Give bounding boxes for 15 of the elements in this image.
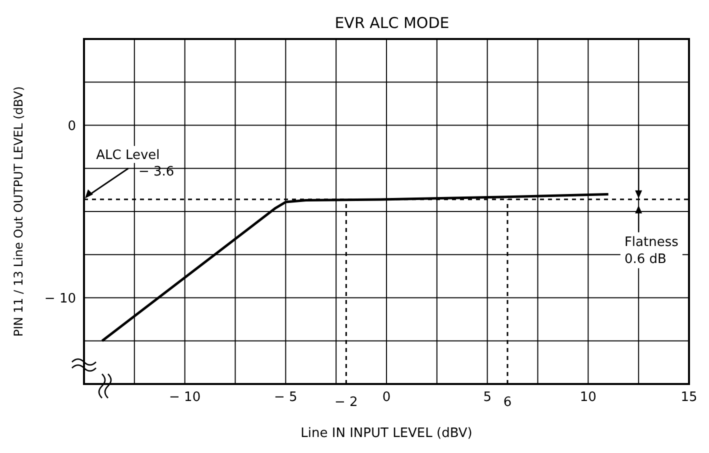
x-tick-label: 5 [483,390,492,406]
x-tick-label: 10 [580,390,596,406]
ref-line-label: − 2 [334,395,358,410]
x-tick-label: − 5 [274,390,298,406]
annotation: − 3.6 [138,164,174,180]
chart-title: EVR ALC MODE [334,14,450,32]
x-tick-label: 15 [680,390,698,406]
annotation: Flatness [624,235,679,250]
ref-line-label: 6 [503,395,512,410]
x-tick-label: 0 [382,390,391,406]
y-axis-title: PIN 11 / 13 Line Out OUTPUT LEVEL (dBV) [11,86,26,337]
annotation: ALC Level [96,148,160,163]
annotation: 0.6 dB [624,252,666,268]
x-tick-label: − 10 [169,390,201,406]
x-axis-title: Line IN INPUT LEVEL (dBV) [300,426,472,441]
